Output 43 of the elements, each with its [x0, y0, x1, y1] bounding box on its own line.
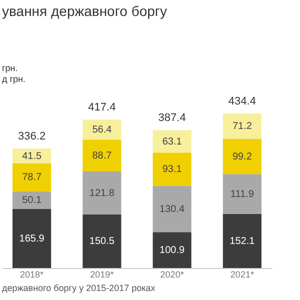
- bar: [12, 163, 52, 192]
- bar: [82, 120, 122, 140]
- bar: [82, 171, 122, 214]
- data-label: 88.7: [92, 150, 112, 162]
- bar: [82, 140, 122, 172]
- bar: [152, 130, 192, 153]
- data-label: 111.9: [230, 189, 254, 200]
- bar: [222, 114, 262, 139]
- data-label: 63.1: [162, 136, 182, 148]
- data-label: 50.1: [22, 195, 42, 206]
- bar: [152, 232, 192, 268]
- total-label: 417.4: [88, 102, 116, 114]
- bar: [222, 138, 262, 174]
- data-label: 93.1: [162, 164, 182, 176]
- bar: [222, 214, 262, 268]
- bar: [152, 152, 192, 186]
- text: д грн.: [2, 74, 26, 84]
- chart-title: ування державного боргу: [2, 3, 168, 19]
- x-tick-label: 2019*: [90, 270, 114, 280]
- data-label: 121.8: [89, 188, 115, 199]
- data-label: 78.7: [22, 172, 42, 184]
- data-label: 41.5: [22, 150, 42, 162]
- bar: [222, 174, 262, 214]
- bar: [12, 191, 52, 210]
- total-label: 336.2: [18, 130, 46, 142]
- bar: [82, 214, 122, 268]
- data-label: 71.2: [232, 121, 252, 132]
- data-label: 165.9: [19, 234, 45, 245]
- total-label: 387.4: [158, 112, 186, 124]
- total-label: 434.4: [228, 96, 256, 108]
- data-label: 152.1: [230, 236, 256, 247]
- data-label: 150.5: [89, 236, 115, 248]
- x-tick-label: 2021*: [230, 270, 254, 280]
- bar: [152, 186, 192, 232]
- x-tick-label: 2020*: [160, 270, 184, 280]
- text: грн.: [2, 63, 18, 73]
- bar: [12, 209, 52, 268]
- data-label: 56.4: [92, 124, 112, 136]
- x-tick-label: 2018*: [20, 270, 44, 280]
- data-label: 130.4: [160, 204, 186, 215]
- data-label: 99.2: [232, 152, 252, 162]
- text: державного боргу у 2015-2017 роках: [2, 283, 156, 293]
- data-label: 100.9: [160, 245, 186, 256]
